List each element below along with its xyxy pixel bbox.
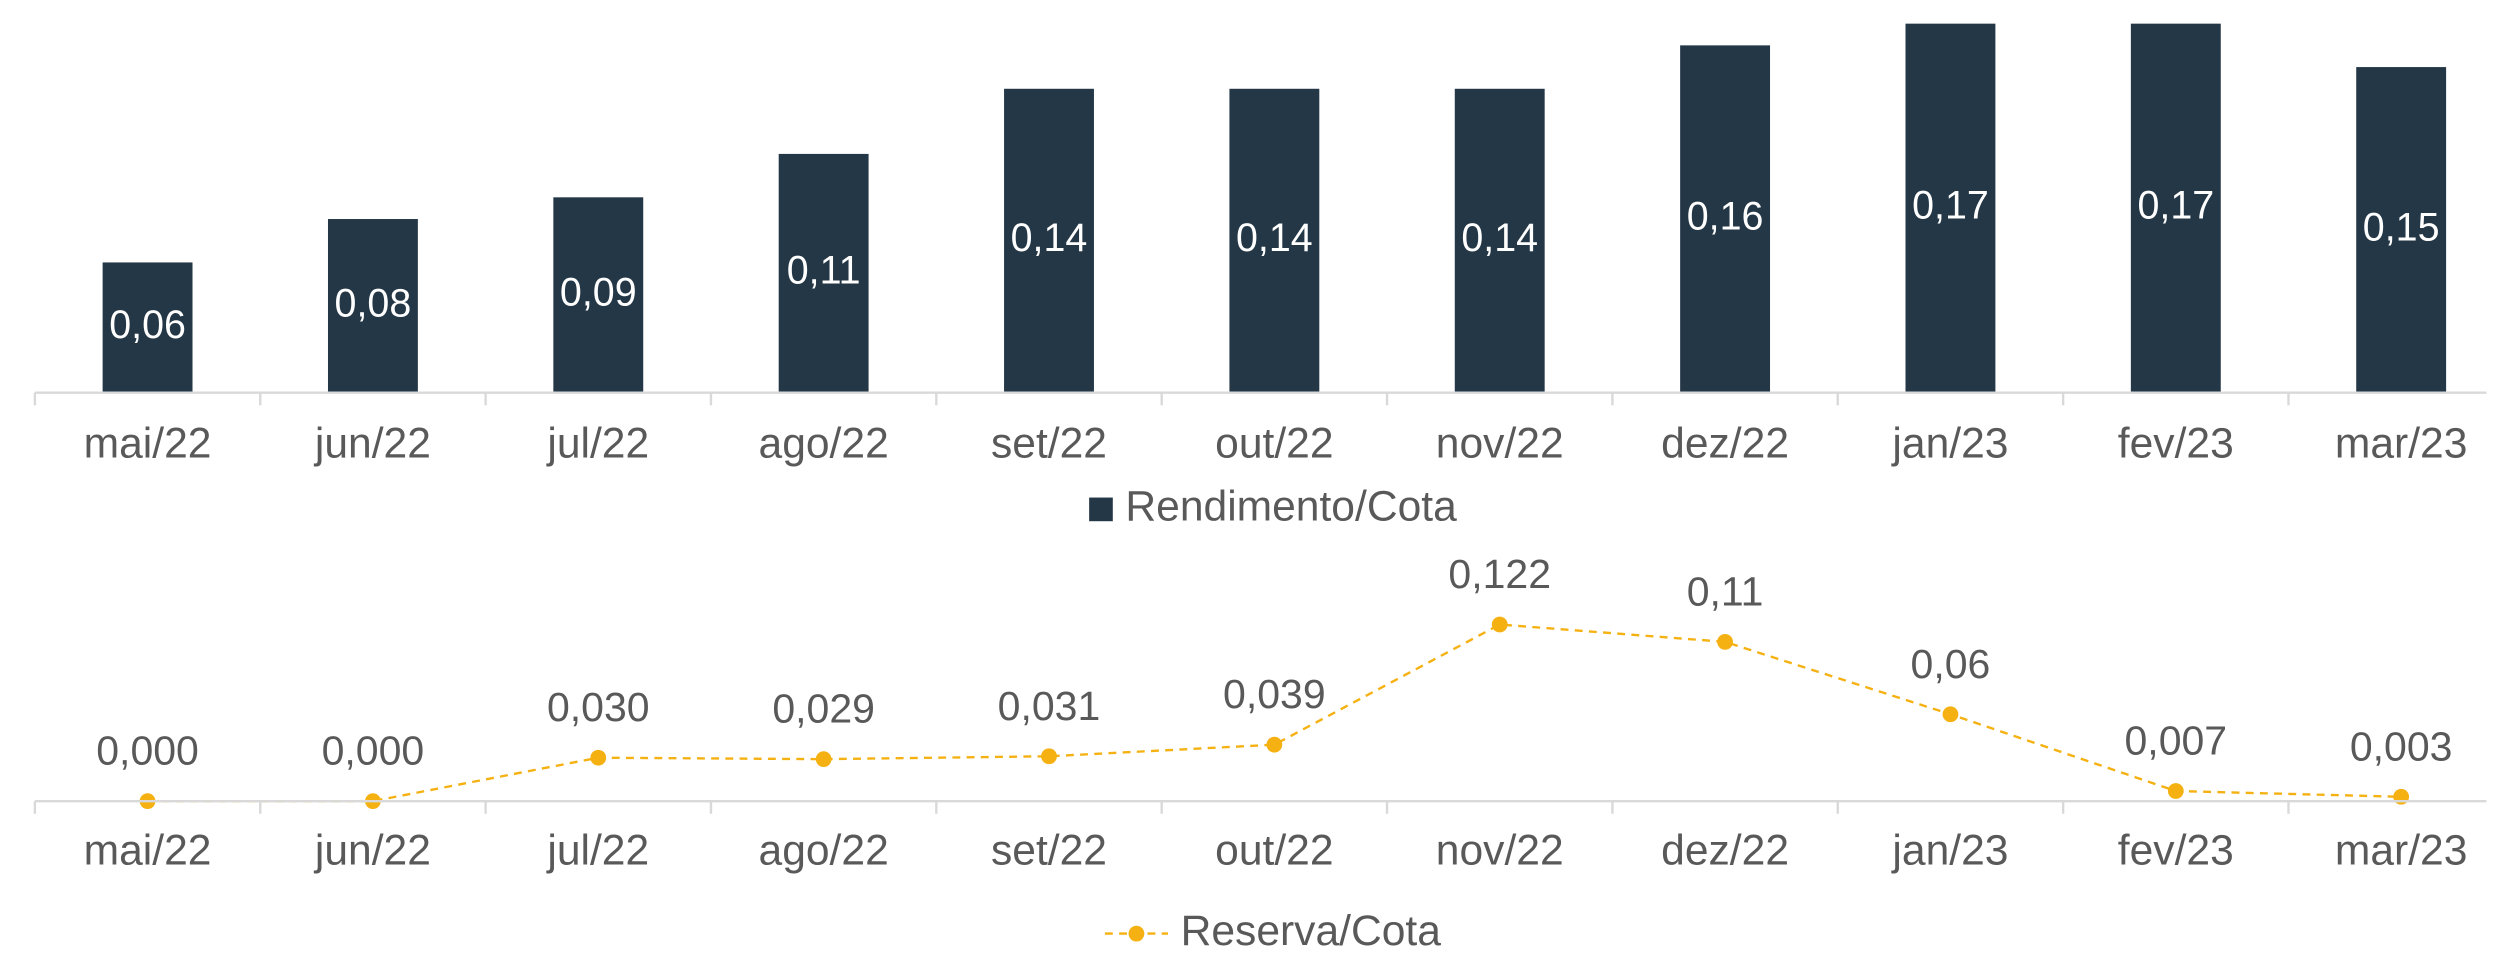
bar — [1004, 88, 1094, 393]
data-label: 0,007 — [2125, 718, 2228, 764]
x-tick-label: mar/23 — [2335, 420, 2468, 468]
data-label: 0,14 — [1461, 216, 1538, 260]
data-label: 0,14 — [1011, 216, 1088, 260]
legend-marker — [1128, 925, 1145, 942]
point — [1041, 748, 1057, 765]
data-label: 0,17 — [2137, 184, 2214, 228]
x-tick-label: jun/22 — [313, 420, 431, 468]
data-label: 0,08 — [335, 281, 412, 325]
bar — [102, 262, 193, 393]
data-label: 0,003 — [2350, 723, 2453, 769]
x-tick-label: jun/22 — [313, 826, 431, 874]
point — [1491, 616, 1508, 633]
legend-label: Rendimento/Cota — [1125, 483, 1457, 531]
x-tick-label: out/22 — [1215, 826, 1333, 874]
x-tick-label: jan/23 — [1890, 420, 2008, 468]
data-label: 0,06 — [109, 303, 186, 347]
data-label: 0,17 — [1912, 184, 1989, 228]
data-label: 0,122 — [1448, 551, 1551, 597]
x-tick-label: mai/22 — [84, 826, 212, 874]
data-label: 0,15 — [2363, 205, 2440, 249]
data-label: 0,11 — [1687, 568, 1764, 614]
data-label: 0,000 — [322, 728, 425, 774]
bar — [327, 219, 418, 393]
x-tick-label: nov/22 — [1436, 826, 1564, 874]
data-label: 0,029 — [772, 686, 875, 732]
bar — [553, 197, 644, 393]
x-tick-label: jan/23 — [1890, 826, 2008, 874]
data-label: 0,14 — [1236, 216, 1313, 260]
x-tick-label: ago/22 — [759, 420, 889, 468]
x-tick-label: mar/23 — [2335, 826, 2468, 874]
point — [1717, 633, 1733, 650]
x-tick-label: set/22 — [991, 826, 1107, 874]
x-tick-label: dez/22 — [1661, 420, 1789, 468]
point — [815, 751, 832, 768]
data-label: 0,031 — [998, 683, 1101, 729]
data-label: 0,16 — [1687, 194, 1764, 238]
bar — [1454, 88, 1545, 393]
x-tick-label: dez/22 — [1661, 826, 1789, 874]
bar — [1905, 23, 1996, 393]
data-label: 0,11 — [787, 249, 861, 293]
legend-swatch — [1089, 497, 1113, 522]
bar — [1680, 45, 1771, 393]
x-tick-label: set/22 — [991, 420, 1107, 468]
point — [2167, 783, 2184, 799]
x-tick-label: mai/22 — [84, 420, 212, 468]
bar — [1229, 88, 1320, 393]
point — [1266, 736, 1283, 753]
x-tick-label: fev/23 — [2118, 420, 2234, 468]
point — [590, 749, 607, 766]
x-tick-label: ago/22 — [759, 826, 889, 874]
data-label: 0,030 — [547, 684, 650, 730]
data-label: 0,06 — [1911, 641, 1991, 687]
bar — [2130, 23, 2221, 393]
x-tick-label: jul/22 — [545, 826, 649, 874]
x-tick-label: jul/22 — [545, 420, 649, 468]
data-label: 0,039 — [1223, 671, 1326, 717]
x-tick-label: fev/23 — [2118, 826, 2234, 874]
bar — [778, 153, 869, 393]
legend-label: Reserva/Cota — [1181, 907, 1442, 955]
x-tick-label: out/22 — [1215, 420, 1333, 468]
x-tick-label: nov/22 — [1436, 420, 1564, 468]
point — [1942, 706, 1959, 723]
data-label: 0,09 — [560, 270, 637, 314]
data-label: 0,000 — [96, 728, 199, 774]
bar — [2356, 67, 2447, 393]
